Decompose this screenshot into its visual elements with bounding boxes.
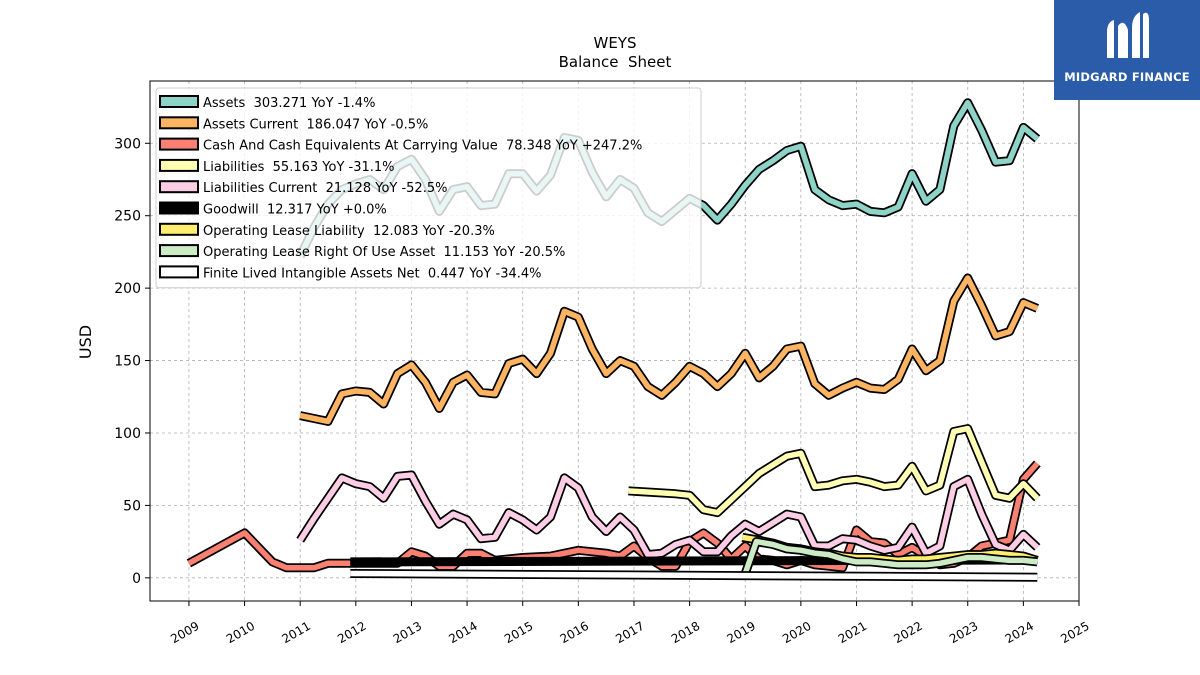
- x-tick-label: 2016: [558, 619, 591, 646]
- x-tick-label: 2020: [780, 619, 813, 646]
- legend-item: Operating Lease Right Of Use Asset 11.15…: [159, 244, 565, 260]
- legend-label: Assets 303.271 YoY -1.4%: [203, 96, 375, 111]
- legend-item: Assets Current 186.047 YoY -0.5%: [159, 116, 428, 132]
- legend-item: Operating Lease Liability 12.083 YoY -20…: [159, 222, 495, 239]
- y-tick-label: 250: [114, 209, 141, 225]
- series-line: [297, 472, 1040, 558]
- legend-swatch: [159, 222, 199, 236]
- x-tick-label: 2014: [446, 619, 479, 646]
- series-liabilities-current: [296, 470, 1041, 560]
- legend-swatch: [159, 180, 199, 194]
- legend-swatch: [159, 201, 199, 215]
- legend-swatch: [159, 265, 199, 279]
- midgard-m-icon: [1107, 12, 1149, 58]
- legend-item: Cash And Cash Equivalents At Carrying Va…: [159, 137, 642, 154]
- series-line: [742, 538, 1038, 575]
- series-assets-current: [299, 273, 1040, 426]
- chart-subtitle: Balance Sheet: [559, 53, 672, 71]
- legend-label: Assets Current 186.047 YoY -0.5%: [203, 117, 428, 132]
- legend-label: Operating Lease Right Of Use Asset 11.15…: [203, 245, 565, 260]
- x-tick-label: 2025: [1058, 619, 1091, 646]
- x-tick-label: 2012: [335, 619, 368, 646]
- y-tick-label: 50: [123, 498, 141, 514]
- legend-item: Finite Lived Intangible Assets Net 0.447…: [159, 265, 542, 281]
- brand-name: MIDGARD FINANCE: [1064, 70, 1190, 84]
- x-tick-label: 2024: [1003, 619, 1036, 646]
- y-tick-label: 300: [114, 136, 141, 152]
- legend-swatch: [159, 158, 199, 172]
- legend-item: Assets 303.271 YoY -1.4%: [159, 95, 375, 111]
- x-tick-label: 2010: [224, 619, 257, 646]
- legend-box: [155, 87, 702, 289]
- x-tick-label: 2013: [391, 619, 424, 646]
- legend-item: Liabilities 55.163 YoY -31.1%: [159, 158, 395, 175]
- legend-item: Liabilities Current 21.128 YoY -52.5%: [159, 180, 447, 196]
- legend-swatch: [159, 95, 199, 108]
- legend: Assets 303.271 YoY -1.4% Assets Current 1…: [155, 87, 702, 289]
- midgard-finance-logo: MIDGARD FINANCE: [1054, 0, 1200, 100]
- legend-label: Finite Lived Intangible Assets Net 0.447…: [203, 266, 542, 281]
- legend-label: Liabilities Current 21.128 YoY -52.5%: [203, 181, 447, 196]
- x-tick-label: 2011: [279, 619, 312, 646]
- series-operating-lease-right-of-use-asset: [740, 537, 1038, 575]
- chart-title: WEYS: [594, 34, 637, 52]
- legend-item: Goodwill 12.317 YoY +0.0%: [159, 201, 387, 218]
- y-tick-label: 200: [114, 281, 141, 297]
- legend-label: Liabilities 55.163 YoY -31.1%: [203, 160, 395, 175]
- series-line: [299, 275, 1039, 425]
- legend-swatch: [159, 116, 199, 130]
- x-tick-label: 2022: [891, 619, 924, 646]
- legend-swatch: [159, 137, 199, 151]
- x-tick-label: 2021: [836, 619, 869, 646]
- legend-swatch: [159, 244, 199, 258]
- y-tick-label: 150: [114, 354, 141, 370]
- legend-label: Goodwill 12.317 YoY +0.0%: [203, 203, 387, 218]
- series-line: [628, 425, 1040, 516]
- series-liabilities: [628, 424, 1041, 518]
- x-tick-label: 2018: [669, 619, 702, 646]
- x-tick-label: 2009: [168, 619, 201, 646]
- x-tick-label: 2023: [947, 619, 980, 646]
- legend-label: Operating Lease Liability 12.083 YoY -20…: [203, 224, 495, 239]
- y-tick-label: 0: [132, 571, 141, 587]
- plot-frame: [149, 80, 1080, 602]
- x-tick-label: 2015: [502, 619, 535, 646]
- series-finite-lived-intangible-assets-net: [350, 569, 1038, 582]
- x-tick-label: 2017: [613, 619, 646, 646]
- x-tick-label: 2019: [725, 619, 758, 646]
- y-axis-label: USD: [76, 325, 95, 359]
- legend-label: Cash And Cash Equivalents At Carrying Va…: [203, 139, 642, 154]
- y-tick-label: 100: [114, 426, 141, 442]
- series-line: [350, 570, 1038, 580]
